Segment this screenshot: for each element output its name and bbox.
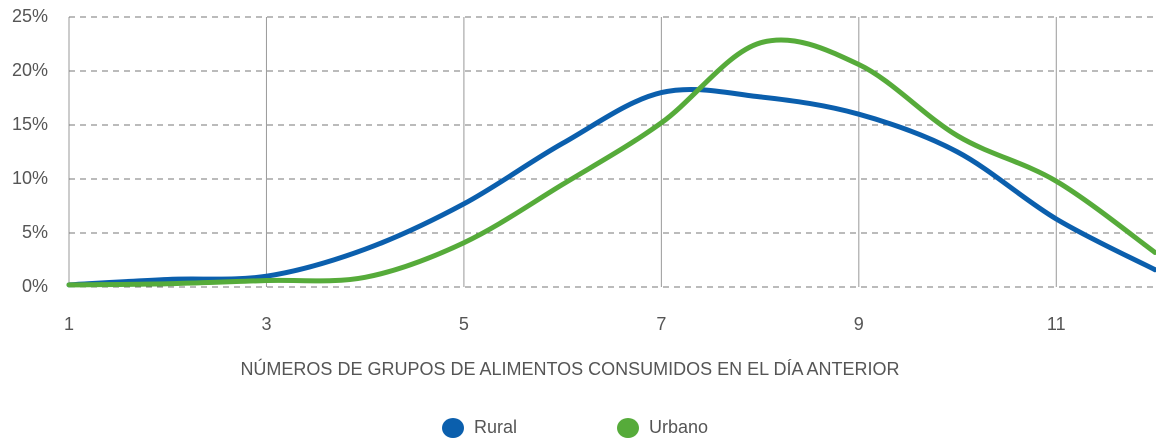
legend-swatch [617,418,639,438]
y-tick-label: 0% [22,276,48,296]
y-tick-label: 20% [12,60,48,80]
x-tick-label: 1 [64,314,74,334]
x-tick-label: 7 [656,314,666,334]
x-tick-label: 5 [459,314,469,334]
legend-label: Urbano [649,417,708,437]
legend-swatch [442,418,464,438]
x-tick-label: 11 [1047,314,1066,334]
y-tick-label: 25% [12,6,48,26]
y-tick-label: 10% [12,168,48,188]
y-tick-label: 15% [12,114,48,134]
line-series [66,86,1156,288]
y-tick-label: 5% [22,222,48,242]
line-series [66,37,1156,288]
x-tick-label: 3 [261,314,271,334]
x-axis-title: NÚMEROS DE GRUPOS DE ALIMENTOS CONSUMIDO… [240,358,899,379]
x-tick-label: 9 [854,314,864,334]
legend-label: Rural [474,417,517,437]
